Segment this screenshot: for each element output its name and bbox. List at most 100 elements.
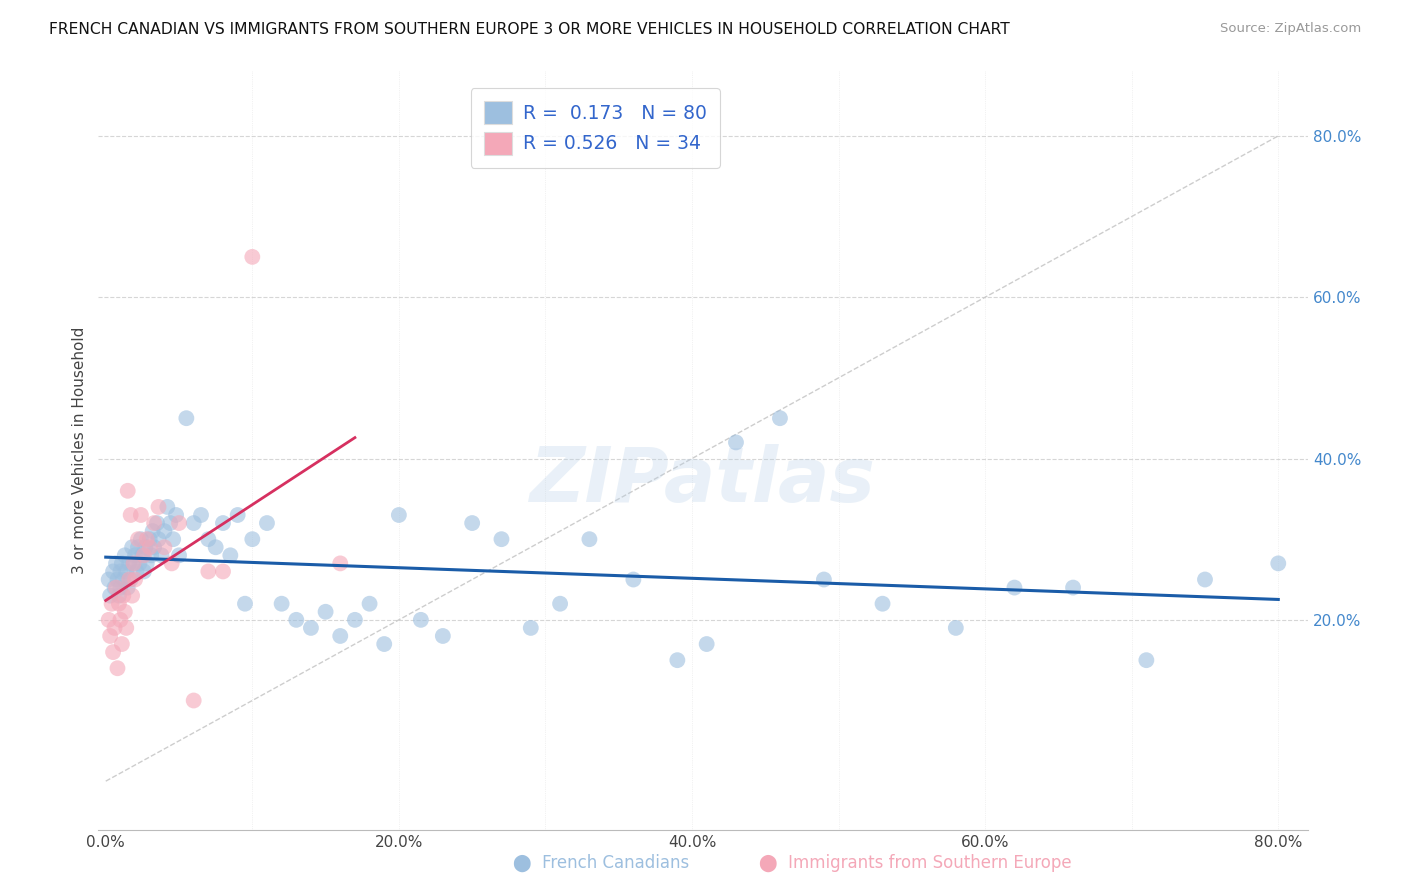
Point (813, 573, 835, 587)
Point (359, 597, 381, 611)
Point (111, 637, 134, 651)
Point (183, 693, 205, 707)
Legend: R =  0.173   N = 80, R = 0.526   N = 34: R = 0.173 N = 80, R = 0.526 N = 34 (471, 88, 720, 168)
Point (388, 508, 411, 522)
Point (108, 597, 131, 611)
Point (945, 621, 967, 635)
Text: ⬤  Immigrants from Southern Europe: ⬤ Immigrants from Southern Europe (759, 855, 1071, 872)
Point (131, 549, 153, 563)
Point (118, 557, 141, 571)
Text: FRENCH CANADIAN VS IMMIGRANTS FROM SOUTHERN EUROPE 3 OR MORE VEHICLES IN HOUSEHO: FRENCH CANADIAN VS IMMIGRANTS FROM SOUTH… (49, 22, 1010, 37)
Point (212, 565, 235, 579)
Point (1194, 573, 1216, 587)
Point (121, 541, 143, 555)
Point (270, 597, 292, 611)
Point (329, 557, 352, 571)
Point (1135, 653, 1157, 667)
Point (150, 549, 173, 563)
Point (285, 613, 308, 627)
Point (1267, 557, 1289, 571)
Point (197, 532, 219, 546)
Point (125, 565, 148, 579)
Point (373, 637, 395, 651)
Point (138, 532, 160, 546)
Point (97, 573, 120, 587)
Point (409, 613, 432, 627)
Point (101, 565, 124, 579)
Point (621, 573, 644, 587)
Point (115, 565, 138, 579)
Point (112, 589, 135, 603)
Point (160, 557, 183, 571)
Y-axis label: 3 or more Vehicles in Household: 3 or more Vehicles in Household (72, 326, 87, 574)
Point (129, 532, 152, 546)
Point (190, 508, 212, 522)
Point (148, 532, 170, 546)
Point (724, 435, 747, 450)
Text: ⬤  French Canadians: ⬤ French Canadians (513, 855, 689, 872)
Point (256, 516, 278, 530)
Point (520, 621, 543, 635)
Point (212, 516, 235, 530)
Point (114, 605, 136, 619)
Point (134, 541, 156, 555)
Point (141, 549, 163, 563)
Point (127, 532, 149, 546)
Point (578, 532, 600, 546)
Point (118, 573, 141, 587)
Point (98, 589, 121, 603)
Point (110, 565, 132, 579)
Point (153, 541, 176, 555)
Point (343, 613, 366, 627)
Point (204, 541, 226, 555)
Point (148, 500, 170, 514)
Point (121, 589, 143, 603)
Point (162, 532, 184, 546)
Point (329, 629, 352, 643)
Point (110, 613, 132, 627)
Point (153, 524, 176, 538)
Point (142, 524, 165, 538)
Point (117, 483, 139, 498)
Point (240, 532, 263, 546)
Text: ZIPatlas: ZIPatlas (530, 444, 876, 517)
Point (156, 500, 179, 514)
Point (548, 597, 571, 611)
Point (226, 508, 249, 522)
Point (100, 597, 122, 611)
Point (159, 516, 181, 530)
Point (103, 581, 125, 595)
Point (132, 565, 155, 579)
Point (146, 516, 169, 530)
Point (120, 508, 142, 522)
Point (105, 581, 128, 595)
Point (1004, 581, 1026, 595)
Point (432, 629, 454, 643)
Point (197, 565, 219, 579)
Point (461, 516, 484, 530)
Point (176, 411, 198, 425)
Point (110, 581, 132, 595)
Point (138, 541, 160, 555)
Point (167, 516, 190, 530)
Point (696, 637, 718, 651)
Point (219, 549, 242, 563)
Point (167, 549, 190, 563)
Point (117, 581, 139, 595)
Point (111, 557, 134, 571)
Point (135, 557, 157, 571)
Point (315, 605, 337, 619)
Point (124, 573, 146, 587)
Point (299, 621, 322, 635)
Point (112, 573, 135, 587)
Point (183, 516, 205, 530)
Point (107, 573, 129, 587)
Point (114, 549, 136, 563)
Point (491, 532, 513, 546)
Point (103, 621, 125, 635)
Point (872, 597, 894, 611)
Point (122, 557, 145, 571)
Point (143, 516, 166, 530)
Point (108, 589, 131, 603)
Point (135, 532, 157, 546)
